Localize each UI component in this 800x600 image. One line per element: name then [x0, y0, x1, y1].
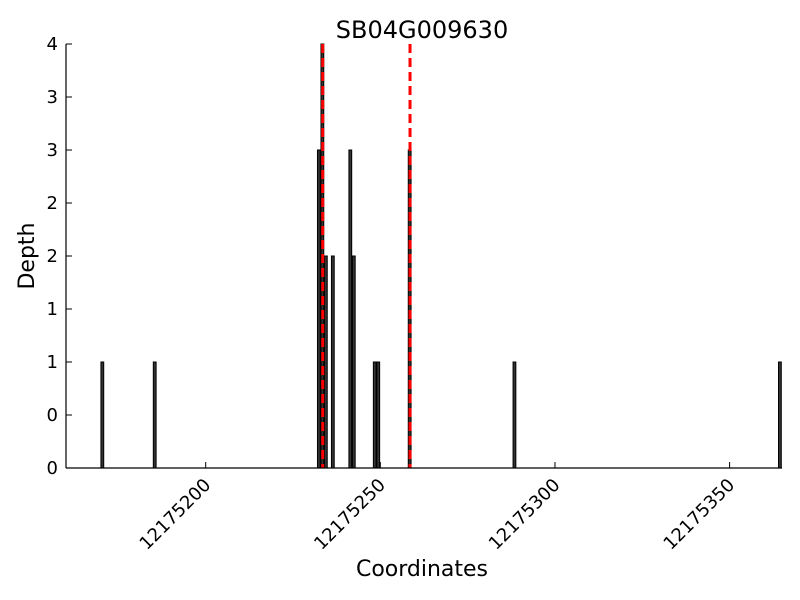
y-tick-label-0: 0: [47, 458, 58, 479]
y-tick-label-6: 3: [47, 140, 58, 161]
y-tick-label-1: 0: [47, 405, 58, 426]
bar-1: [152, 361, 157, 469]
bar-11: [512, 361, 517, 469]
bar-4: [323, 255, 328, 469]
x-tick-label-2: 12175300: [485, 475, 565, 555]
bar-7: [351, 255, 356, 469]
x-tick-label-0: 12175200: [136, 475, 216, 555]
bars-group: [100, 43, 782, 469]
y-tick-label-2: 1: [47, 352, 58, 373]
x-tick-label-3: 12175350: [660, 475, 740, 555]
y-axis-label: Depth: [15, 222, 40, 289]
y-tick-label-5: 2: [47, 193, 58, 214]
y-tick-label-3: 1: [47, 299, 58, 320]
y-tick-label-8: 4: [47, 34, 58, 55]
bar-0: [100, 361, 105, 469]
y-tick-label-4: 2: [47, 246, 58, 267]
axes-group: [65, 44, 782, 469]
y-tick-label-7: 3: [47, 87, 58, 108]
bar-10: [407, 149, 412, 469]
bar-9: [376, 361, 381, 469]
bar-2: [316, 149, 321, 469]
bar-12: [778, 361, 782, 469]
x-axis-label: Coordinates: [356, 557, 488, 582]
x-tick-label-1: 12175250: [310, 475, 390, 555]
chart-title: SB04G009630: [336, 16, 508, 44]
markers-group: [321, 44, 412, 468]
ticks-group: 0 0 1 1 2 2 3 3 4 12175200 12175250 12175300 1217535…: [47, 34, 740, 554]
bar-6: [348, 149, 353, 469]
bar-5: [330, 255, 335, 469]
bar-8: [372, 361, 377, 469]
